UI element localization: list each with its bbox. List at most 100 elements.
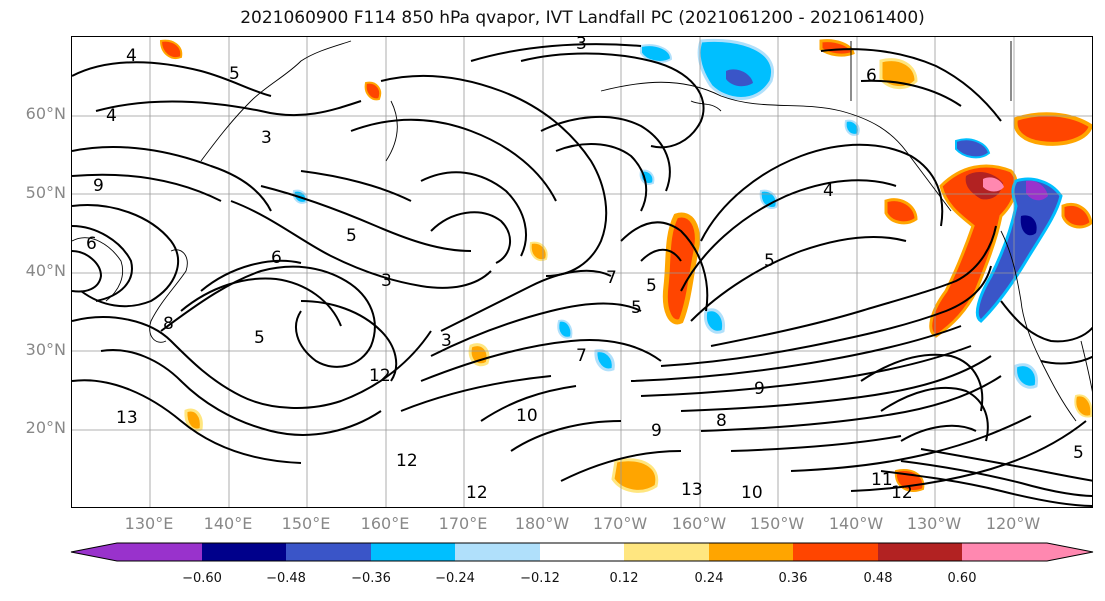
colorbar-tick-label: 0.36 [778,571,808,586]
contour-label: 9 [93,176,104,196]
colorbar-tick-label: −0.24 [435,571,475,586]
anomaly-patch [529,241,548,262]
lon-label-160w: 160°W [671,514,727,533]
colorbar-outline [70,542,1094,562]
contour-label: 12 [891,483,913,503]
contour-label: 9 [754,379,765,399]
anomaly-patch [844,119,860,136]
anomaly-patch [1014,363,1039,389]
colorbar-tick-label: −0.60 [182,571,222,586]
contour-label: 10 [741,483,763,503]
colorbar-segments [71,543,1093,561]
lon-label-150e: 150°E [281,514,331,533]
anomaly-patch [1020,215,1037,236]
anomaly-patch [1074,394,1092,418]
lon-label-140w: 140°W [828,514,884,533]
lon-label-170e: 170°E [438,514,488,533]
contour-label: 10 [516,406,538,426]
anomaly-patch [1061,203,1092,229]
anomaly-patch [929,164,1018,338]
colorbar-tick-label: −0.48 [266,571,306,586]
contour-label: 5 [764,251,775,271]
lat-label-30n: 30°N [25,340,66,359]
lon-label-130w: 130°W [906,514,962,533]
anomaly-patch [726,69,753,87]
contour-label: 13 [116,408,138,428]
lon-label-180w: 180°W [514,514,570,533]
lon-label-150w: 150°W [749,514,805,533]
colorbar-extension-low [71,543,117,561]
colorbar-tick-label: 0.24 [694,571,724,586]
contour-label: 5 [254,328,265,348]
contour-label: 12 [396,451,418,471]
contour-labels: 4 4 5 3 6 6 5 3 9 8 5 3 5 3 7 5 5 6 12 1… [86,37,1084,503]
contour-label: 12 [369,366,391,386]
anomaly-patch [703,308,726,334]
contour-label: 8 [716,411,727,431]
contour-label: 9 [651,421,662,441]
contour-label: 6 [86,234,97,254]
lon-label-140e: 140°E [203,514,253,533]
contour-label: 7 [606,268,617,288]
page-title: 2021060900 F114 850 hPa qvapor, IVT Land… [240,8,925,28]
colorbar-extension-high [1047,543,1093,561]
contour-label: 12 [466,483,488,503]
colorbar-segment [202,543,286,561]
colorbar-segment [709,543,793,561]
colorbar-tick-label: 0.12 [609,571,639,586]
lon-label-170w: 170°W [592,514,648,533]
colorbar-tick-label: −0.12 [520,571,560,586]
contour-label: 4 [106,106,117,126]
anomaly-patch [1013,112,1092,146]
map-canvas: 4 4 5 3 6 6 5 3 9 8 5 3 5 3 7 5 5 6 12 1… [72,37,1092,507]
anomaly-patch [159,39,183,59]
contour-label: 5 [1073,443,1084,463]
contour-label: 5 [631,298,642,318]
ivt-contours [72,43,1092,507]
contour-label: 4 [823,181,834,201]
anomaly-patch [594,349,615,372]
contour-label: 5 [346,226,357,246]
colorbar-segment [962,543,1047,561]
colorbar-segment [793,543,878,561]
anomaly-patch [983,177,1004,192]
anomaly-patch [879,58,918,89]
anomaly-patch [611,458,659,493]
lon-label-130e: 130°E [124,514,174,533]
colorbar-tick-label: −0.36 [351,571,391,586]
anomaly-patch [557,319,573,339]
contour-label: 4 [126,46,137,66]
contour-label: 3 [261,128,272,148]
coastlines [72,40,1092,422]
anomaly-patch [884,198,918,225]
colorbar-segment [117,543,202,561]
map-panel: 4 4 5 3 6 6 5 3 9 8 5 3 5 3 7 5 5 6 12 1… [71,36,1093,508]
graticule [72,37,1092,507]
anomaly-patch [364,81,382,101]
lat-label-50n: 50°N [25,183,66,202]
anomaly-patch [819,39,855,57]
colorbar-segment [455,543,540,561]
colorbar-segment [878,543,962,561]
contour-label: 5 [229,64,240,84]
anomaly-patch [955,138,991,159]
colorbar [70,542,1094,562]
anomaly-patch [975,177,1063,323]
colorbar-tick-label: 0.60 [947,571,977,586]
lon-label-120w: 120°W [985,514,1041,533]
anomaly-patch [759,189,778,209]
contour-label: 3 [441,331,452,351]
colorbar-segment [286,543,371,561]
colorbar-segment [624,543,709,561]
contour-label: 7 [576,346,587,366]
lat-label-60n: 60°N [25,104,66,123]
contour-label: 8 [163,314,174,334]
anomaly-patch [640,44,673,63]
contour-label: 3 [381,271,392,291]
contour-label: 11 [871,470,893,490]
colorbar-tick-label: 0.48 [863,571,893,586]
lat-label-40n: 40°N [25,261,66,280]
anomaly-patch [697,38,775,100]
contour-label: 3 [576,37,587,54]
lat-label-20n: 20°N [25,418,66,437]
